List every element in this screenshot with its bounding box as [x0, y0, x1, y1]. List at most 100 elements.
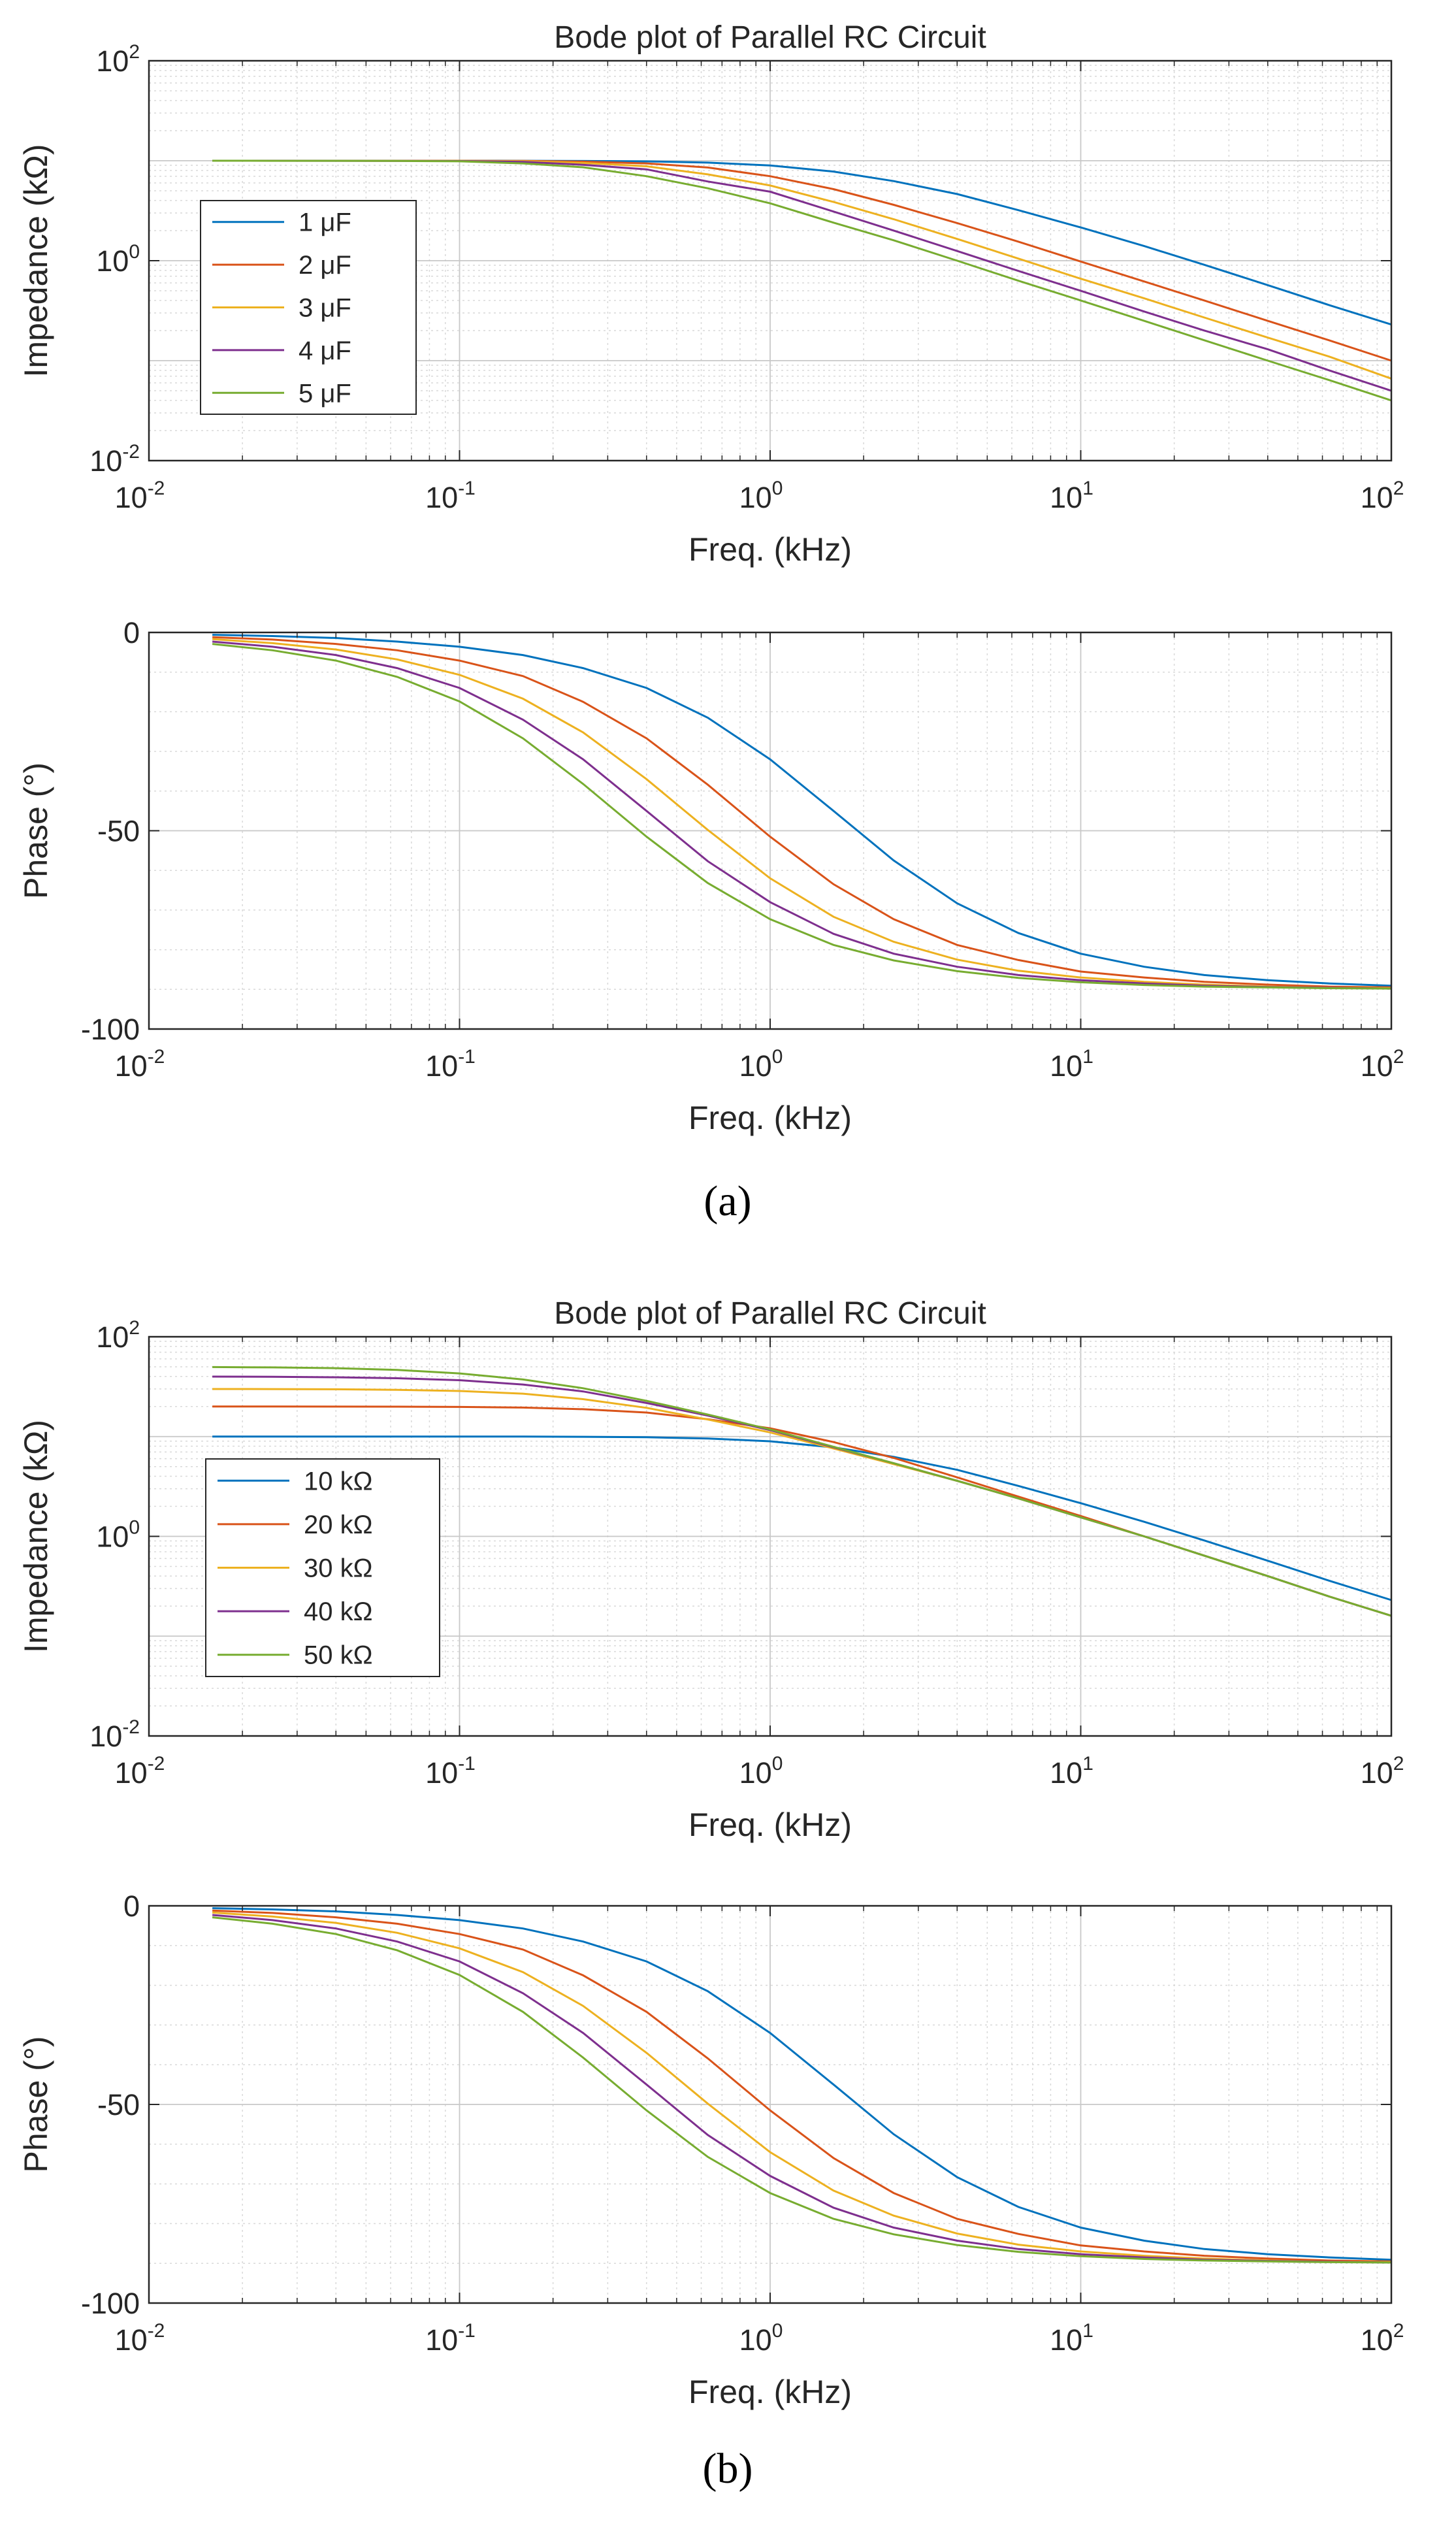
- b-phase-x-tick-base: 10: [115, 2323, 148, 2357]
- a-impedance-series-group: [212, 159, 1392, 402]
- b-impedance-y-tick-base: 10: [89, 1720, 122, 1753]
- b-impedance-series-line-1: [212, 1435, 1392, 1601]
- a-impedance-x-tick-label: 102: [1361, 478, 1404, 514]
- b-phase-y-tick-base: -50: [97, 2088, 140, 2121]
- a-impedance-y-tick-exp: 2: [129, 41, 140, 63]
- b-impedance-x-tick-label: 102: [1361, 1753, 1404, 1790]
- b-impedance-x-tick-base: 10: [1050, 1756, 1082, 1790]
- a-impedance-series-line-5: [212, 159, 1392, 402]
- a-impedance-x-tick-label: 101: [1050, 478, 1093, 514]
- b-phase-x-tick-label: 100: [739, 2320, 783, 2357]
- a-impedance-x-tick-exp: -1: [458, 478, 476, 499]
- b-impedance-legend-label-3: 30 kΩ: [304, 1554, 373, 1583]
- a-phase-x-tick-label: 102: [1361, 1046, 1404, 1083]
- b-impedance-legend-label-4: 40 kΩ: [304, 1597, 373, 1626]
- b-phase-x-tick-label: 101: [1050, 2320, 1093, 2357]
- a-phase-x-tick-exp: 2: [1393, 1046, 1404, 1068]
- b-phase-y-tick-label: -50: [97, 2088, 140, 2121]
- panel-label-b: (b): [703, 2445, 753, 2493]
- b-phase-x-tick-label: 10-2: [115, 2320, 165, 2357]
- b-impedance-y-tick-base: 10: [96, 1320, 129, 1354]
- b-impedance-x-tick-label: 101: [1050, 1753, 1093, 1790]
- b-phase-x-tick-label: 102: [1361, 2320, 1404, 2357]
- a-impedance-y-tick-label: 102: [96, 41, 140, 78]
- a-phase-y-axis-label: Phase (°): [18, 762, 54, 899]
- b-impedance-y-tick-label: 100: [96, 1517, 140, 1554]
- a-impedance-y-tick-exp: -2: [122, 441, 140, 463]
- b-phase-series-line-5: [212, 1916, 1392, 2264]
- a-impedance-legend: 1 μF 2 μF 3 μF 4 μF 5 μF: [200, 200, 417, 415]
- b-impedance-x-tick-base: 10: [425, 1756, 458, 1790]
- b-impedance-x-tick-exp: 0: [772, 1753, 783, 1774]
- a-impedance-x-tick-base: 10: [425, 481, 458, 514]
- a-impedance-x-tick-base: 10: [1050, 481, 1082, 514]
- b-phase-x-tick-exp: -1: [458, 2320, 476, 2342]
- a-phase-tick-marks: [148, 632, 1392, 1030]
- a-phase-series-line-3: [212, 638, 1392, 989]
- a-impedance-y-tick-label: 10-2: [89, 441, 140, 478]
- a-phase-x-tick-base: 10: [1361, 1049, 1393, 1083]
- b-impedance-legend-label-2: 20 kΩ: [304, 1511, 373, 1539]
- b-impedance-x-tick-label: 100: [739, 1753, 783, 1790]
- a-impedance-y-tick-base: 10: [96, 244, 129, 278]
- a-impedance-title: Bode plot of Parallel RC Circuit: [554, 20, 986, 55]
- b-phase-y-tick-base: 0: [123, 1889, 140, 1923]
- b-phase-x-tick-exp: 2: [1393, 2320, 1404, 2342]
- a-phase-x-tick-base: 10: [115, 1049, 148, 1083]
- b-phase-y-axis-label: Phase (°): [18, 2036, 54, 2173]
- b-phase-series-line-3: [212, 1911, 1392, 2263]
- b-impedance-x-axis-label: Freq. (kHz): [688, 1807, 852, 1843]
- a-impedance-legend-label-4: 4 μF: [299, 336, 351, 365]
- a-phase-x-tick-exp: 1: [1082, 1046, 1093, 1068]
- b-impedance-y-tick-exp: -2: [122, 1716, 140, 1738]
- b-impedance-y-axis-label: Impedance (kΩ): [18, 1420, 54, 1653]
- a-impedance-legend-label-5: 5 μF: [299, 379, 351, 408]
- a-phase-x-tick-label: 101: [1050, 1046, 1093, 1083]
- a-phase-y-tick-base: -100: [81, 1013, 140, 1046]
- a-impedance-x-tick-base: 10: [115, 481, 148, 514]
- a-impedance-y-tick-base: 10: [96, 44, 129, 78]
- a-impedance-legend-label-1: 1 μF: [299, 208, 351, 237]
- a-impedance-x-tick-exp: 0: [772, 478, 783, 499]
- a-phase-series-line-5: [212, 643, 1392, 990]
- a-phase-y-tick-label: -50: [97, 815, 140, 848]
- b-impedance-x-tick-base: 10: [115, 1756, 148, 1790]
- a-phase-x-tick-base: 10: [739, 1049, 772, 1083]
- a-impedance-x-tick-base: 10: [739, 481, 772, 514]
- b-impedance-x-tick-base: 10: [1361, 1756, 1393, 1790]
- b-impedance-series-line-5: [212, 1366, 1392, 1617]
- b-phase-x-tick-exp: -2: [148, 2320, 165, 2342]
- a-phase-x-tick-label: 10-2: [115, 1046, 165, 1083]
- b-impedance-y-tick-exp: 2: [129, 1317, 140, 1339]
- b-impedance-legend-label-1: 10 kΩ: [304, 1467, 373, 1496]
- a-impedance-x-tick-label: 100: [739, 478, 783, 514]
- a-impedance-x-tick-label: 10-2: [115, 478, 165, 514]
- panel-label-a: (a): [704, 1177, 751, 1225]
- b-phase-x-tick-base: 10: [1050, 2323, 1082, 2357]
- a-impedance-x-tick-exp: 2: [1393, 478, 1404, 499]
- b-phase-series-line-2: [212, 1909, 1392, 2263]
- b-impedance-title: Bode plot of Parallel RC Circuit: [554, 1296, 986, 1331]
- b-phase-x-tick-base: 10: [739, 2323, 772, 2357]
- a-phase-x-tick-label: 10-1: [425, 1046, 476, 1083]
- b-phase-x-axis-label: Freq. (kHz): [688, 2374, 852, 2410]
- a-impedance-x-axis-label: Freq. (kHz): [688, 531, 852, 568]
- b-impedance-x-tick-exp: 1: [1082, 1753, 1093, 1774]
- a-phase-y-tick-base: 0: [123, 616, 140, 649]
- b-impedance-y-tick-exp: 0: [129, 1517, 140, 1539]
- a-phase-x-tick-exp: 0: [772, 1046, 783, 1068]
- b-impedance-x-tick-exp: 2: [1393, 1753, 1404, 1774]
- b-impedance-x-tick-label: 10-1: [425, 1753, 476, 1790]
- b-impedance-y-tick-label: 10-2: [89, 1716, 140, 1753]
- a-phase-x-tick-exp: -1: [458, 1046, 476, 1068]
- b-impedance-legend: 10 kΩ 20 kΩ 30 kΩ 40 kΩ 50 kΩ: [205, 1458, 440, 1677]
- a-impedance-x-tick-label: 10-1: [425, 478, 476, 514]
- a-impedance-tick-marks: [148, 60, 1392, 461]
- a-phase-x-axis-label: Freq. (kHz): [688, 1100, 852, 1136]
- b-impedance-x-tick-base: 10: [739, 1756, 772, 1790]
- b-phase-x-tick-label: 10-1: [425, 2320, 476, 2357]
- b-phase-x-tick-base: 10: [1361, 2323, 1393, 2357]
- a-impedance-x-tick-base: 10: [1361, 481, 1393, 514]
